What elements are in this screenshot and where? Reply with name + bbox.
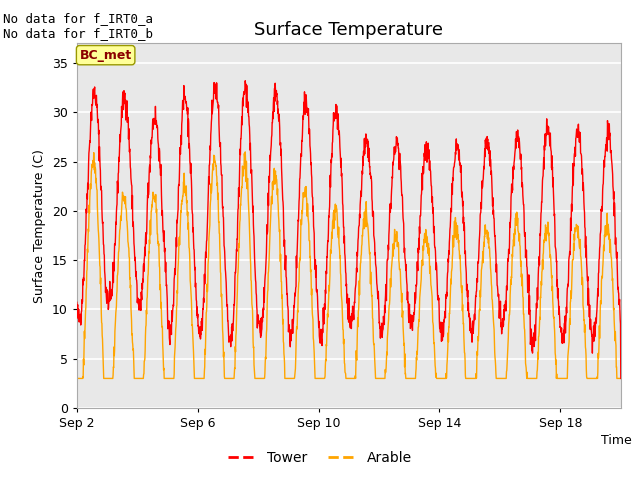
Line: Tower: Tower: [77, 81, 621, 378]
Tower: [617, 375, 625, 381]
Tower: [104, 290, 112, 296]
Text: No data for f_IRT0_a
No data for f_IRT0_b: No data for f_IRT0_a No data for f_IRT0_…: [3, 12, 153, 40]
Line: Arable: Arable: [77, 152, 621, 378]
X-axis label: Time: Time: [601, 433, 632, 446]
Arable: [445, 339, 452, 345]
Tower: [298, 138, 306, 144]
Tower: [73, 300, 81, 305]
Arable: [104, 375, 112, 381]
Tower: [241, 78, 249, 84]
Arable: [241, 149, 249, 155]
Tower: [445, 259, 452, 264]
Arable: [276, 252, 284, 257]
Arable: [189, 336, 196, 342]
Arable: [73, 375, 81, 381]
Tower: [295, 198, 303, 204]
Y-axis label: Surface Temperature (C): Surface Temperature (C): [33, 149, 46, 302]
Arable: [617, 375, 625, 381]
Title: Surface Temperature: Surface Temperature: [254, 21, 444, 39]
Arable: [298, 217, 306, 223]
Tower: [276, 140, 284, 145]
Legend: Tower, Arable: Tower, Arable: [223, 445, 417, 471]
Tower: [189, 229, 196, 235]
Arable: [295, 278, 303, 284]
Text: BC_met: BC_met: [79, 48, 132, 61]
